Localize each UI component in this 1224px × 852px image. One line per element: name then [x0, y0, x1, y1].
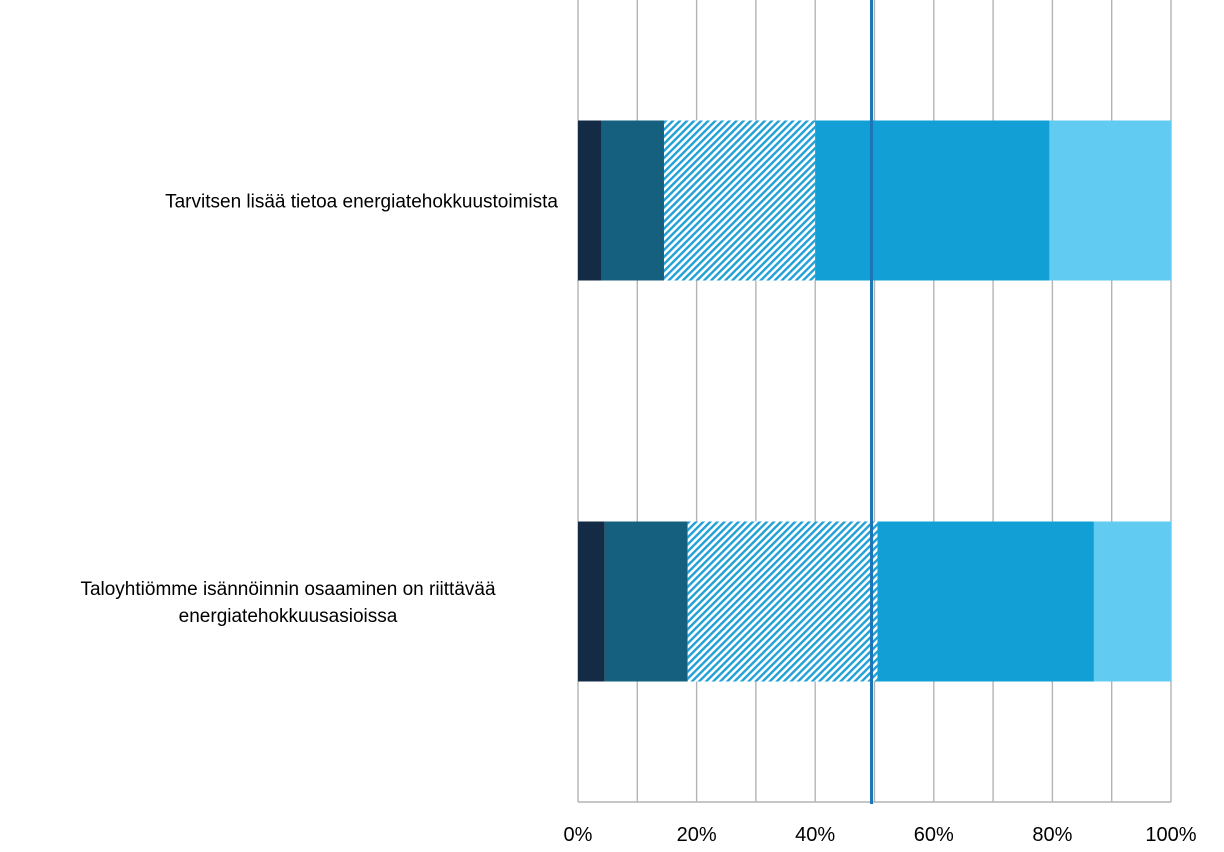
x-tick-label: 20%	[677, 824, 717, 846]
bar-segment-1-1	[578, 120, 602, 281]
category-label: Tarvitsen lisää tietoa energiatehokkuust…	[165, 192, 558, 213]
x-tick-label: 60%	[914, 824, 954, 846]
bar-segment-1-2	[601, 120, 664, 281]
x-tick-label: 40%	[795, 824, 835, 846]
bar-segment-2-4	[877, 521, 1094, 682]
bar-segment-2-2	[604, 521, 688, 682]
bar-segment-1-4	[815, 120, 1050, 281]
x-tick-label: 100%	[1145, 824, 1196, 846]
bar-segments	[578, 120, 1171, 682]
x-tick-labels: 0% 20% 40% 60% 80% 100%	[564, 824, 1197, 846]
x-tick-label: 0%	[564, 824, 593, 846]
x-tick-label: 80%	[1032, 824, 1072, 846]
category-label: energiatehokkuusasioissa	[179, 606, 398, 627]
bar-segment-2-5	[1093, 521, 1171, 682]
category-labels: Tarvitsen lisää tietoa energiatehokkuust…	[80, 192, 558, 628]
bar-segment-1-5	[1049, 120, 1171, 281]
gridlines	[577, 0, 1172, 803]
bar-segment-2-3	[687, 521, 878, 682]
bar-segment-1-3	[663, 120, 816, 281]
bar-segment-2-1	[578, 521, 605, 682]
category-label: Taloyhtiömme isännöinnin osaaminen on ri…	[80, 579, 496, 600]
